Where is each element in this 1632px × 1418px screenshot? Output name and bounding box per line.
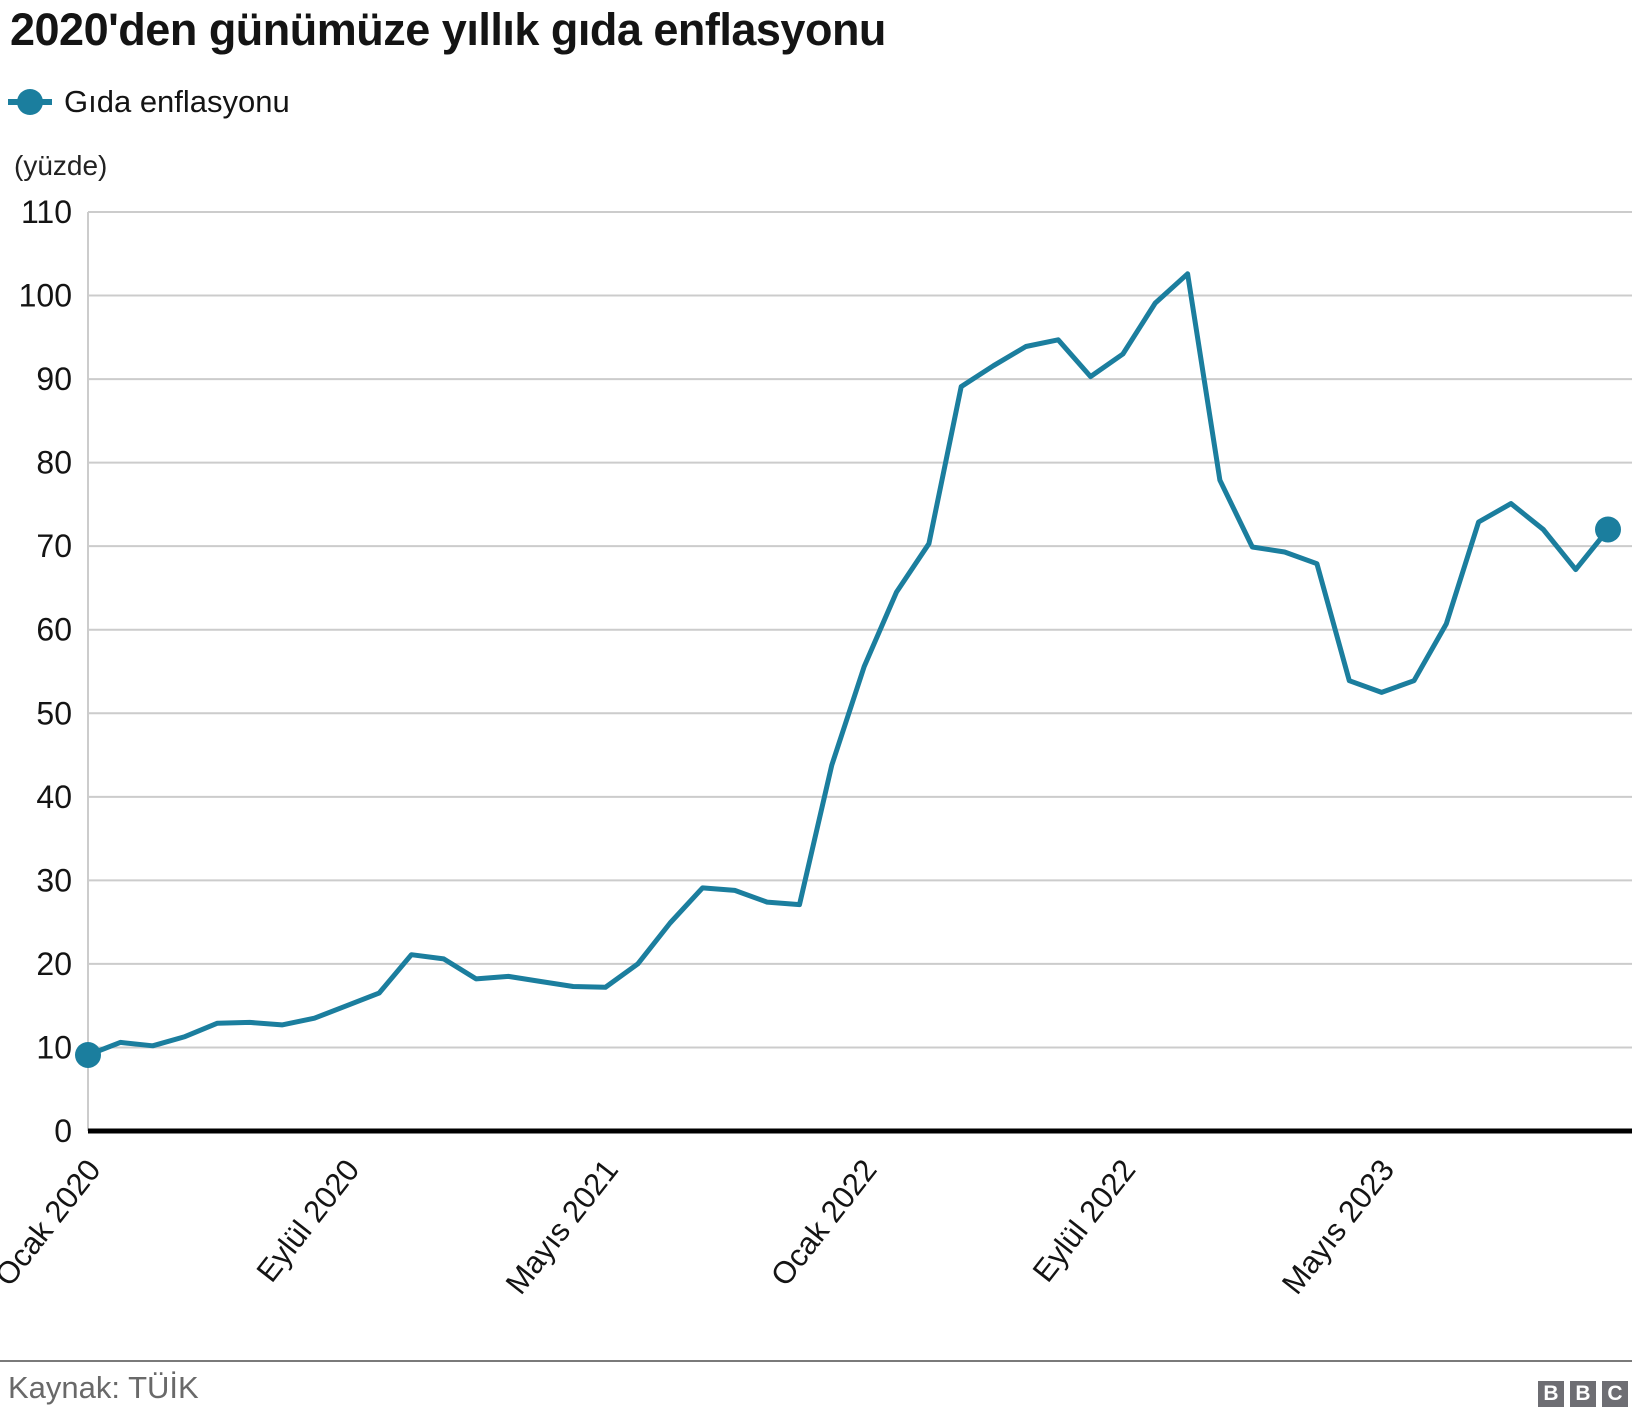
- series-end-dot: [1595, 516, 1621, 543]
- page-title: 2020'den günümüze yıllık gıda enflasyonu: [10, 4, 886, 55]
- y-tick-label: 110: [21, 194, 72, 230]
- inflation-line: [85, 271, 1611, 1058]
- y-axis-unit-label: (yüzde): [14, 150, 108, 181]
- legend-dot: [17, 89, 43, 115]
- y-tick-label: 40: [36, 779, 72, 815]
- y-tick-label: 50: [36, 695, 72, 731]
- y-tick-label: 80: [36, 445, 72, 481]
- x-tick-label: Mayıs 2023: [1275, 1153, 1401, 1301]
- y-tick-label: 100: [19, 278, 72, 314]
- bbc-logo-block: C: [1602, 1381, 1628, 1407]
- y-tick-label: 20: [36, 946, 72, 982]
- legend-label: Gıda enflasyonu: [64, 84, 290, 119]
- footer-divider: [0, 1360, 1632, 1362]
- series-start-dot: [75, 1041, 101, 1068]
- y-tick-label: 0: [54, 1113, 72, 1149]
- bbc-logo-block: B: [1538, 1381, 1564, 1407]
- line-dot-marker-icon: [8, 89, 52, 115]
- y-tick-label: 30: [36, 862, 72, 898]
- y-tick-label: 70: [36, 528, 72, 564]
- y-tick-label: 10: [36, 1029, 72, 1065]
- x-tick-label: Ocak 2020: [0, 1153, 108, 1293]
- x-tick-label: Ocak 2022: [764, 1153, 884, 1293]
- bbc-logo-block: B: [1570, 1381, 1596, 1407]
- source-label: Kaynak: TÜİK: [8, 1370, 199, 1405]
- legend: Gıda enflasyonu: [6, 84, 290, 120]
- x-tick-label: Mayıs 2021: [499, 1153, 625, 1301]
- x-tick-label: Eylül 2020: [250, 1153, 367, 1289]
- x-tick-label: Eylül 2022: [1026, 1153, 1143, 1289]
- y-tick-label: 90: [36, 361, 72, 397]
- y-tick-label: 60: [36, 612, 72, 648]
